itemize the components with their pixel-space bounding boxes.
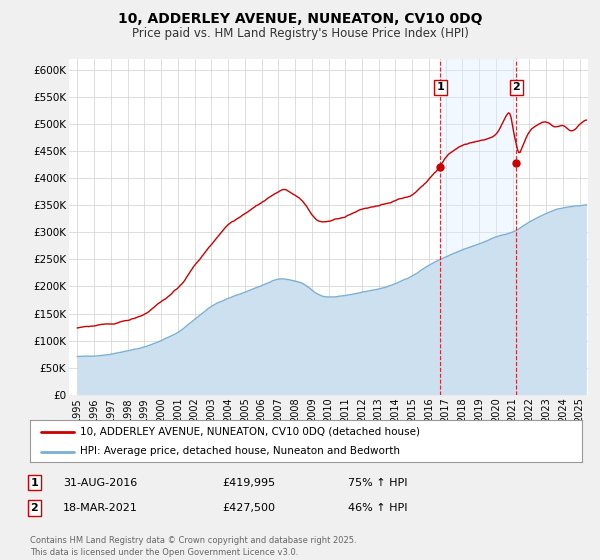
Text: 31-AUG-2016: 31-AUG-2016 xyxy=(63,478,137,488)
Text: 2: 2 xyxy=(512,82,520,92)
Text: 2: 2 xyxy=(31,503,38,513)
Text: HPI: Average price, detached house, Nuneaton and Bedworth: HPI: Average price, detached house, Nune… xyxy=(80,446,400,456)
Text: Price paid vs. HM Land Registry's House Price Index (HPI): Price paid vs. HM Land Registry's House … xyxy=(131,27,469,40)
Text: £427,500: £427,500 xyxy=(222,503,275,513)
Text: 10, ADDERLEY AVENUE, NUNEATON, CV10 0DQ: 10, ADDERLEY AVENUE, NUNEATON, CV10 0DQ xyxy=(118,12,482,26)
Text: 18-MAR-2021: 18-MAR-2021 xyxy=(63,503,138,513)
Text: £419,995: £419,995 xyxy=(222,478,275,488)
Text: 75% ↑ HPI: 75% ↑ HPI xyxy=(348,478,407,488)
Text: Contains HM Land Registry data © Crown copyright and database right 2025.
This d: Contains HM Land Registry data © Crown c… xyxy=(30,536,356,557)
Text: 10, ADDERLEY AVENUE, NUNEATON, CV10 0DQ (detached house): 10, ADDERLEY AVENUE, NUNEATON, CV10 0DQ … xyxy=(80,427,419,437)
Text: 1: 1 xyxy=(31,478,38,488)
Text: 46% ↑ HPI: 46% ↑ HPI xyxy=(348,503,407,513)
Text: 1: 1 xyxy=(436,82,444,92)
Bar xyxy=(440,59,516,395)
